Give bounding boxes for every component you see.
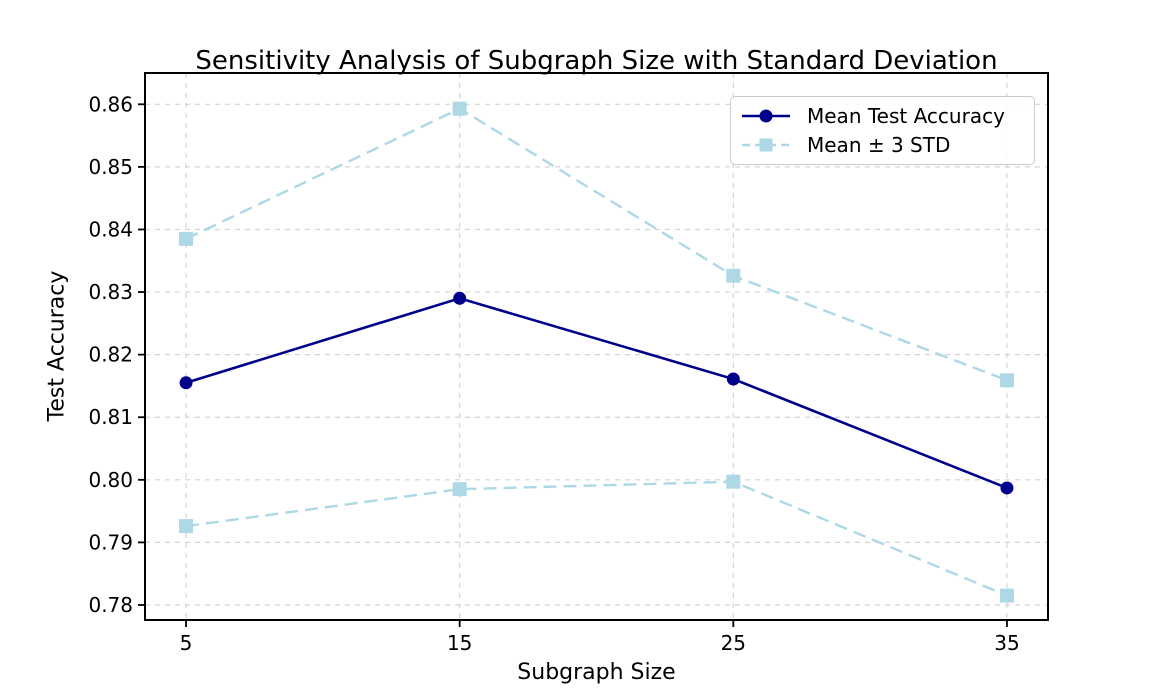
plot-border [144,72,1049,621]
y-tick-label: 0.80 [88,468,133,492]
mean-minus-3std-marker [179,519,194,534]
mean-minus-3std-marker [452,482,467,497]
x-tick-label: 5 [180,631,193,655]
y-tick-label: 0.85 [88,155,133,179]
x-axis-label: Subgraph Size [517,660,676,685]
mean-line-sample [742,109,790,123]
mean-plus-3std-marker [999,373,1014,388]
y-tick-label: 0.78 [88,593,133,617]
mean-test-accuracy-marker [179,376,193,390]
x-tick-label: 15 [447,631,472,655]
x-tick-label: 25 [721,631,746,655]
legend: Mean Test Accuracy Mean ± 3 STD [730,96,1035,165]
mean-plus-3std-line [185,107,1008,382]
y-tick-label: 0.83 [88,280,133,304]
y-axis-label: Test Accuracy [44,270,70,422]
legend-item-std: Mean ± 3 STD [741,131,1024,160]
mean-test-accuracy-marker [1000,481,1014,495]
mean-test-accuracy-marker [726,372,740,386]
y-tick-label: 0.86 [88,92,133,116]
mean-plus-3std-marker [452,101,467,116]
mean-minus-3std-marker [726,474,741,489]
x-tick-label: 35 [994,631,1019,655]
mean-minus-3std-marker [999,588,1014,603]
mean-sample-marker-icon [759,109,773,123]
mean-test-accuracy-marker [453,291,467,305]
chart-title: Sensitivity Analysis of Subgraph Size wi… [195,46,998,76]
legend-item-mean: Mean Test Accuracy [741,102,1024,131]
y-tick-label: 0.79 [88,530,133,554]
y-tick-label: 0.81 [88,405,133,429]
y-tick-label: 0.82 [88,343,133,367]
mean-plus-3std-marker [179,231,194,246]
std-sample-marker-icon [759,138,773,152]
mean-test-accuracy-line [185,296,1008,490]
legend-label-mean: Mean Test Accuracy [807,104,1005,129]
legend-label-std: Mean ± 3 STD [807,132,951,157]
mean-plus-3std-marker [726,268,741,283]
y-tick-label: 0.84 [88,217,133,241]
std-line-sample [742,138,790,152]
mean-minus-3std-line [185,480,1008,597]
